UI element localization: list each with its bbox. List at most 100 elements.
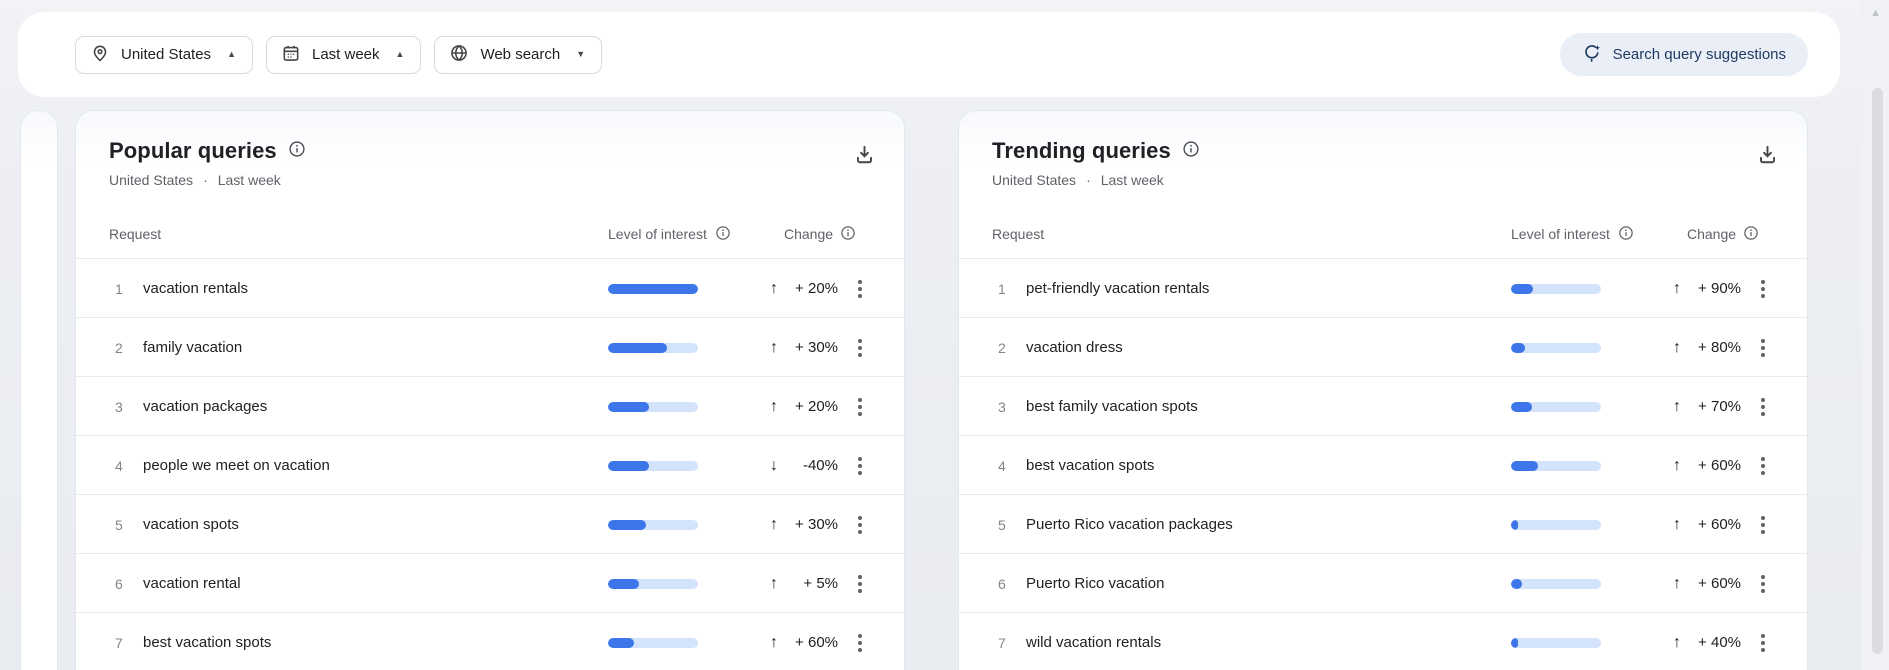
more-options-button[interactable] [1743,269,1783,309]
interest-bar [1511,342,1601,353]
change-value: + 20% [795,280,838,297]
more-options-button[interactable] [840,564,880,604]
filter-chips: United States ▲ Last week ▲ [75,35,603,74]
search-query-suggestions-label: Search query suggestions [1612,46,1786,63]
info-icon[interactable] [715,225,731,244]
query-row: 2 family vacation ↑ + 30% [76,318,904,377]
change-arrow-icon: ↑ [1673,279,1681,297]
more-options-button[interactable] [840,623,880,663]
row-change: ↑ + 30% [748,516,838,534]
query-row: 1 vacation rentals ↑ + 20% [76,259,904,318]
info-icon[interactable] [1182,137,1200,165]
scroll-up-arrow-icon[interactable]: ▲ [1870,7,1881,19]
row-rank: 6 [998,575,1006,592]
download-icon[interactable] [1752,139,1783,170]
query-row: 4 best vacation spots ↑ + 60% [959,436,1807,495]
row-query: family vacation [143,339,243,356]
interest-bar-fill [608,519,646,530]
change-arrow-icon: ↑ [770,279,778,297]
info-icon[interactable] [840,225,856,244]
change-value: + 90% [1698,280,1741,297]
chevron-up-icon: ▲ [227,49,236,59]
globe-icon [449,43,469,67]
more-options-button[interactable] [840,505,880,545]
info-icon[interactable] [1618,225,1634,244]
more-options-button[interactable] [1743,505,1783,545]
row-rank: 4 [998,457,1006,474]
change-value: + 60% [795,634,838,651]
time-range-filter-chip[interactable]: Last week ▲ [265,35,422,74]
more-options-button[interactable] [1743,564,1783,604]
query-row: 4 people we meet on vacation ↓ -40% [76,436,904,495]
interest-bar [608,342,698,353]
scrollbar[interactable]: ▲ [1861,0,1889,670]
change-value: + 60% [1698,575,1741,592]
column-interest: Level of interest [1511,225,1651,244]
change-arrow-icon: ↑ [770,633,778,651]
card-header: Trending queries United States · Last week [992,137,1785,189]
row-change: ↑ + 5% [748,575,838,593]
row-query: best vacation spots [143,634,272,651]
interest-bar [1511,519,1601,530]
change-value: + 40% [1698,634,1741,651]
row-change: ↑ + 80% [1651,339,1741,357]
region-filter-label: United States [121,46,212,63]
change-value: + 20% [795,398,838,415]
chevron-down-icon: ▼ [576,49,586,59]
column-change: Change [1651,225,1785,244]
row-query: best family vacation spots [1026,398,1198,415]
query-table: 1 vacation rentals ↑ + 20% 2 family vacat… [76,259,904,670]
row-rank: 1 [115,280,123,297]
change-arrow-icon: ↑ [770,338,778,356]
change-arrow-icon: ↑ [1673,338,1681,356]
more-options-button[interactable] [840,387,880,427]
change-arrow-icon: ↑ [1673,574,1681,592]
row-change: ↑ + 20% [748,280,838,298]
more-options-button[interactable] [1743,446,1783,486]
search-query-suggestions-button[interactable]: Search query suggestions [1559,33,1808,76]
interest-bar-fill [608,578,639,589]
card-subtitle: United States · Last week [109,172,281,188]
more-options-button[interactable] [1743,623,1783,663]
query-table: 1 pet-friendly vacation rentals ↑ + 90% 2… [959,259,1807,670]
more-options-button[interactable] [840,446,880,486]
row-rank: 2 [115,339,123,356]
change-arrow-icon: ↑ [1673,397,1681,415]
change-value: + 80% [1698,339,1741,356]
row-query: vacation dress [1026,339,1123,356]
more-options-button[interactable] [1743,387,1783,427]
scrollbar-thumb[interactable] [1872,88,1883,654]
query-row: 5 Puerto Rico vacation packages ↑ + 60% [959,495,1807,554]
region-filter-chip[interactable]: United States ▲ [75,35,253,74]
more-options-button[interactable] [840,328,880,368]
interest-bar-fill [608,637,635,648]
row-change: ↑ + 40% [1651,634,1741,652]
more-options-button[interactable] [840,269,880,309]
info-icon[interactable] [288,137,306,165]
table-header: Request Level of interest Change [959,209,1807,259]
query-row: 3 best family vacation spots ↑ + 70% [959,377,1807,436]
interest-bar-fill [1511,578,1522,589]
row-rank: 4 [115,457,123,474]
row-rank: 5 [998,516,1006,533]
change-arrow-icon: ↑ [770,515,778,533]
interest-bar-fill [1511,401,1532,412]
info-icon[interactable] [1743,225,1759,244]
row-change: ↑ + 60% [1651,457,1741,475]
column-change: Change [748,225,882,244]
more-options-button[interactable] [1743,328,1783,368]
search-type-filter-chip[interactable]: Web search ▼ [434,35,603,74]
row-rank: 1 [998,280,1006,297]
change-arrow-icon: ↑ [1673,633,1681,651]
query-row: 1 pet-friendly vacation rentals ↑ + 90% [959,259,1807,318]
row-query: wild vacation rentals [1026,634,1162,651]
popular-queries-card: Popular queries United States · Last week … [75,110,905,670]
column-request: Request [992,226,1045,242]
query-row: 6 Puerto Rico vacation ↑ + 60% [959,554,1807,613]
interest-bar-fill [608,342,667,353]
interest-bar [1511,283,1601,294]
interest-bar [608,283,698,294]
row-query: vacation rental [143,575,241,592]
download-icon[interactable] [849,139,880,170]
row-rank: 2 [998,339,1006,356]
